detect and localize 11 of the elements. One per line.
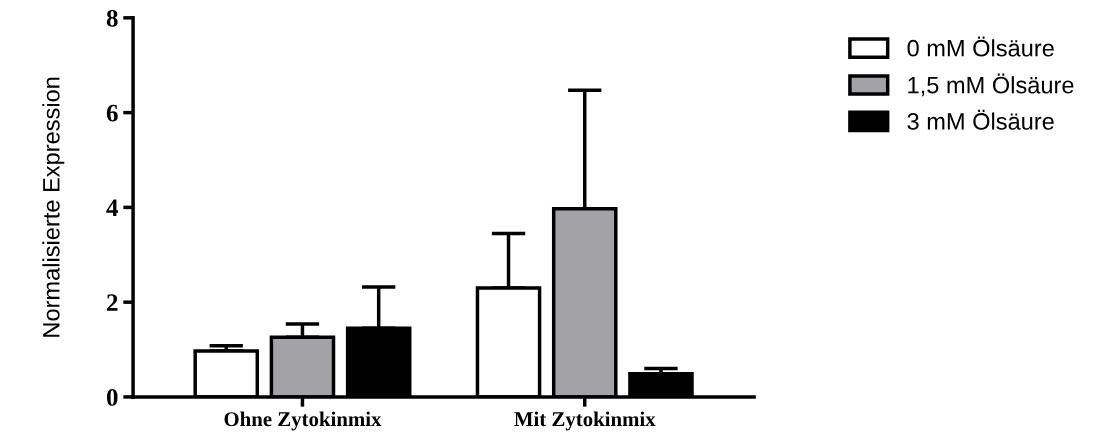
legend-label: 0 mM Ölsäure <box>907 36 1054 57</box>
y-tick-label: 4 <box>106 199 119 217</box>
legend-label: 1,5 mM Ölsäure <box>908 73 1074 97</box>
legend-label: 3 mM Ölsäure <box>907 109 1054 130</box>
x-tick-label: Ohne Zytokinmix <box>224 411 382 431</box>
y-tick-label: 0 <box>106 388 118 406</box>
y-tick-label: 2 <box>107 294 118 311</box>
y-tick-label: 6 <box>106 104 118 122</box>
y-axis-title: Normalisierte Expression <box>42 77 65 337</box>
y-tick-label: 8 <box>106 9 118 27</box>
x-tick-label: Mit Zytokinmix <box>514 411 656 431</box>
